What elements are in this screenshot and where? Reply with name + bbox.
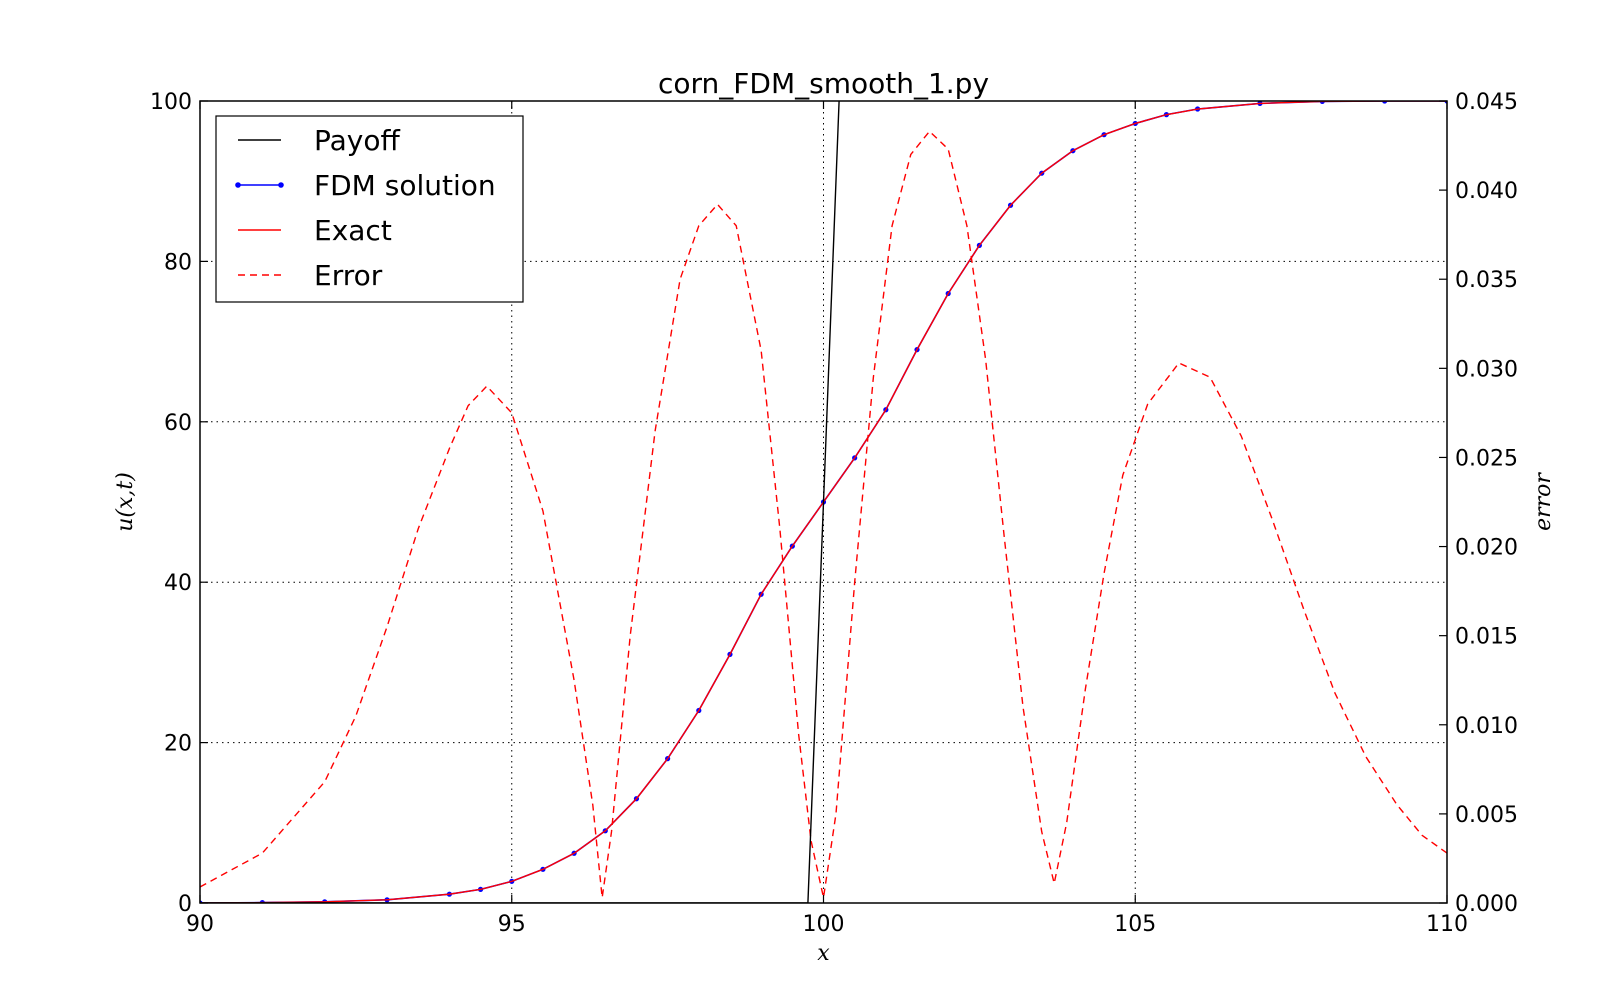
legend: Payoff FDM solution Exact Error — [215, 115, 524, 303]
plot-area — [200, 101, 1447, 903]
y2-tick-label: 0.040 — [1455, 179, 1518, 204]
x-tick-label: 90 — [186, 912, 214, 937]
y-tick-label: 40 — [164, 571, 192, 596]
legend-marker — [235, 182, 241, 188]
y2-tick-label: 0.005 — [1455, 803, 1518, 828]
y2-tick-label: 0.010 — [1455, 714, 1518, 739]
legend-marker — [278, 182, 284, 188]
legend-box — [215, 115, 524, 303]
y2-axis-label: error — [1531, 472, 1556, 531]
y-tick-label: 0 — [178, 892, 192, 917]
x-tick-label: 100 — [803, 912, 845, 937]
y2-tick-label: 0.000 — [1455, 892, 1518, 917]
x-tick-label: 95 — [498, 912, 526, 937]
legend-label-fdm-solution: FDM solution — [314, 169, 496, 202]
x-tick-label: 105 — [1114, 912, 1156, 937]
legend-label-exact: Exact — [314, 214, 392, 247]
y-tick-label: 100 — [150, 90, 192, 115]
y2-tick-label: 0.015 — [1455, 625, 1518, 650]
y2-tick-label: 0.025 — [1455, 446, 1518, 471]
error-line — [200, 130, 1447, 899]
y-tick-label: 60 — [164, 411, 192, 436]
y2-tick-label: 0.035 — [1455, 268, 1518, 293]
y2-tick-label: 0.030 — [1455, 357, 1518, 382]
y-tick-label: 20 — [164, 732, 192, 757]
legend-label-payoff: Payoff — [314, 124, 400, 157]
y2-tick-label: 0.020 — [1455, 536, 1518, 561]
x-axis-label: x — [817, 941, 830, 966]
x-tick-label: 110 — [1426, 912, 1468, 937]
legend-label-error: Error — [314, 259, 383, 292]
chart-title: corn_FDM_smooth_1.py — [658, 67, 989, 100]
y-axis-label: u(x,t) — [113, 472, 138, 532]
axes-ticks: 90 95 100 105 110 0 20 40 60 80 100 0.000 0.005 0.010… — [150, 90, 1518, 937]
y-tick-label: 80 — [164, 250, 192, 275]
y2-tick-label: 0.045 — [1455, 90, 1518, 115]
payoff-line — [200, 101, 840, 903]
